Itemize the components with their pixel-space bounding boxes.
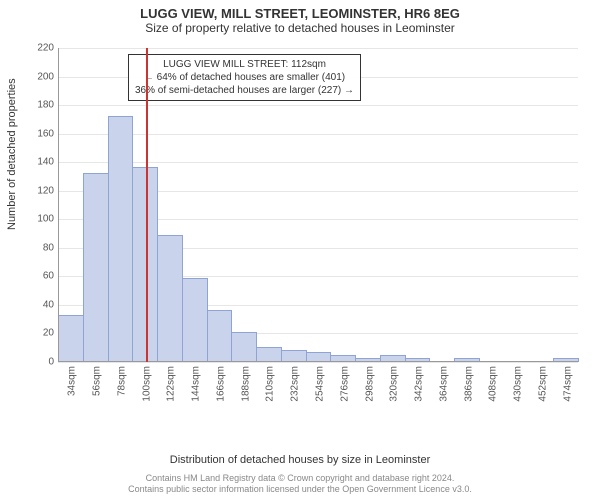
bar [108, 116, 134, 362]
gridline [58, 362, 578, 363]
y-tick: 100 [37, 214, 54, 225]
chart-container: LUGG VIEW, MILL STREET, LEOMINSTER, HR6 … [0, 0, 600, 500]
x-tick: 78sqm [112, 366, 127, 396]
credit-line1: Contains HM Land Registry data © Crown c… [0, 473, 600, 485]
y-tick: 160 [37, 128, 54, 139]
chart-subtitle: Size of property relative to detached ho… [0, 21, 600, 39]
x-axis-line [58, 361, 578, 362]
chart-title: LUGG VIEW, MILL STREET, LEOMINSTER, HR6 … [0, 0, 600, 21]
x-tick: 166sqm [211, 366, 226, 402]
y-tick: 180 [37, 100, 54, 111]
x-tick: 320sqm [385, 366, 400, 402]
credit-line2: Contains public sector information licen… [0, 484, 600, 496]
bar [83, 173, 109, 362]
bar [182, 278, 208, 362]
x-tick: 298sqm [360, 366, 375, 402]
x-axis-label: Distribution of detached houses by size … [0, 454, 600, 466]
x-tick: 474sqm [558, 366, 573, 402]
y-axis-line [58, 48, 59, 362]
annotation-line2: ← 64% of detached houses are smaller (40… [135, 71, 354, 84]
x-tick: 56sqm [88, 366, 103, 396]
y-tick: 140 [37, 157, 54, 168]
x-tick: 364sqm [434, 366, 449, 402]
x-tick: 342sqm [410, 366, 425, 402]
bar [157, 235, 183, 362]
annotation-line1: LUGG VIEW MILL STREET: 112sqm [135, 58, 354, 71]
y-tick: 80 [43, 242, 54, 253]
x-tick: 100sqm [137, 366, 152, 402]
bar [58, 315, 84, 362]
y-axis-label: Number of detached properties [6, 78, 18, 230]
y-tick: 60 [43, 271, 54, 282]
x-tick: 232sqm [286, 366, 301, 402]
y-tick: 200 [37, 71, 54, 82]
x-tick: 122sqm [162, 366, 177, 402]
x-tick: 386sqm [459, 366, 474, 402]
y-tick: 40 [43, 299, 54, 310]
x-tick: 144sqm [187, 366, 202, 402]
x-tick: 276sqm [335, 366, 350, 402]
plot-area: LUGG VIEW MILL STREET: 112sqm ← 64% of d… [58, 48, 578, 418]
bar [256, 347, 282, 362]
y-tick: 120 [37, 185, 54, 196]
x-tick: 408sqm [484, 366, 499, 402]
x-tick: 210sqm [261, 366, 276, 402]
bar [231, 332, 257, 362]
y-tick: 0 [48, 357, 54, 368]
x-tick: 254sqm [311, 366, 326, 402]
x-tick: 34sqm [63, 366, 78, 396]
x-tick: 452sqm [533, 366, 548, 402]
x-tick: 430sqm [509, 366, 524, 402]
annotation-line3: 36% of semi-detached houses are larger (… [135, 84, 354, 97]
credits: Contains HM Land Registry data © Crown c… [0, 473, 600, 496]
bar [207, 310, 233, 362]
annotation-box: LUGG VIEW MILL STREET: 112sqm ← 64% of d… [128, 54, 361, 101]
y-tick: 220 [37, 43, 54, 54]
y-tick: 20 [43, 328, 54, 339]
marker-line [146, 48, 148, 362]
x-tick: 188sqm [236, 366, 251, 402]
